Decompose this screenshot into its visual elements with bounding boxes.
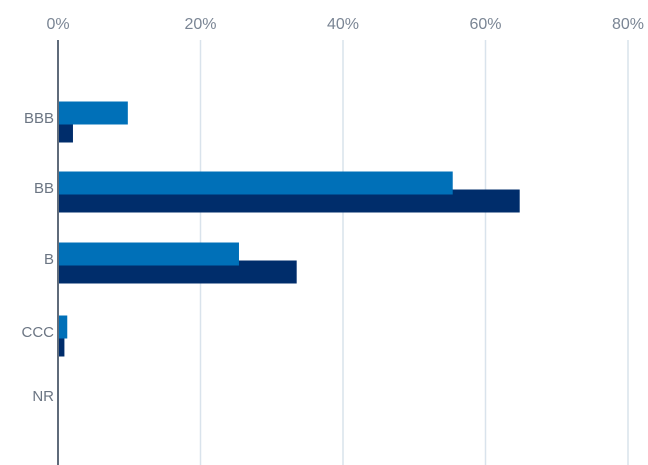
- y-category-label: BBB: [24, 110, 54, 127]
- x-axis-ticks: 0% 20% 40% 60% 80%: [46, 16, 644, 33]
- gridlines: [199, 40, 629, 465]
- x-tick-label: 60%: [469, 16, 501, 33]
- y-category-label: NR: [32, 388, 54, 405]
- bars: [58, 101, 520, 357]
- x-tick-label: 0%: [46, 16, 69, 33]
- y-category-label: CCC: [22, 324, 55, 341]
- bar-bb-series-2: [58, 189, 520, 213]
- bar-bb-series-1: [58, 171, 453, 195]
- bar-b-series-2: [58, 260, 297, 284]
- x-tick-label: 20%: [184, 16, 216, 33]
- x-tick-label: 80%: [612, 16, 644, 33]
- x-tick-label: 40%: [327, 16, 359, 33]
- bar-ccc-series-1: [58, 315, 68, 339]
- y-category-label: BB: [34, 180, 54, 197]
- bar-ccc-series-2: [58, 333, 65, 357]
- bar-bbb-series-1: [58, 101, 128, 125]
- bar-bbb-series-2: [58, 119, 73, 143]
- y-category-label: B: [44, 251, 54, 268]
- bar-b-series-1: [58, 242, 239, 266]
